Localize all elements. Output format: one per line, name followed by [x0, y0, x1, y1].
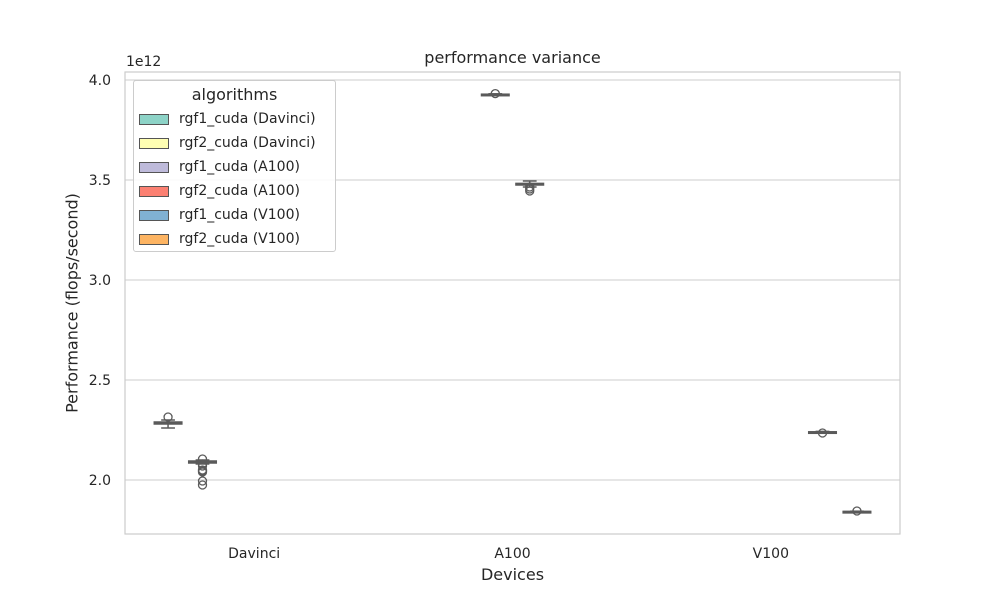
- legend-label: rgf2_cuda (V100): [179, 231, 300, 247]
- legend-swatch: [139, 137, 169, 149]
- legend-swatch: [139, 113, 169, 125]
- plot-frame: [124, 71, 901, 535]
- legend-item: rgf2_cuda (V100): [134, 227, 335, 251]
- outlier-point: [197, 480, 208, 490]
- outlier-point: [852, 506, 862, 516]
- chart-title: performance variance: [424, 48, 601, 67]
- legend-label: rgf1_cuda (A100): [179, 159, 300, 175]
- legend-swatch: [139, 161, 169, 173]
- outlier-point: [490, 88, 500, 99]
- legend-swatch: [139, 185, 169, 197]
- y-axis-offset-label: 1e12: [126, 54, 162, 70]
- x-tick-label: Davinci: [228, 546, 280, 562]
- outlier-point: [197, 454, 208, 464]
- outlier-point: [197, 467, 208, 477]
- legend-label: rgf2_cuda (A100): [179, 183, 300, 199]
- legend-label: rgf1_cuda (V100): [179, 207, 300, 223]
- legend-item: rgf1_cuda (V100): [134, 203, 335, 227]
- legend-swatch: [139, 209, 169, 221]
- x-tick-label: A100: [494, 546, 530, 562]
- legend-item: rgf2_cuda (A100): [134, 179, 335, 203]
- legend-item: rgf2_cuda (Davinci): [134, 131, 335, 155]
- legend-label: rgf1_cuda (Davinci): [179, 111, 316, 127]
- y-tick-label: 3.5: [89, 173, 111, 189]
- legend-label: rgf2_cuda (Davinci): [179, 135, 316, 151]
- outlier-point: [197, 476, 208, 486]
- outlier-point: [525, 186, 535, 196]
- y-tick-label: 3.0: [89, 273, 111, 289]
- x-tick-label: V100: [753, 546, 789, 562]
- legend-item: rgf1_cuda (Davinci): [134, 107, 335, 131]
- legend-item: rgf1_cuda (A100): [134, 155, 335, 179]
- outlier-point: [197, 461, 208, 471]
- x-axis-label: Devices: [480, 565, 545, 584]
- legend-title: algorithms: [191, 85, 278, 104]
- y-axis-label: Performance (flops/second): [62, 193, 82, 413]
- legend-swatch: [139, 233, 169, 245]
- y-tick-label: 2.5: [89, 373, 111, 389]
- y-tick-label: 4.0: [89, 73, 111, 89]
- y-tick-label: 2.0: [89, 473, 111, 489]
- outlier-point: [163, 412, 173, 422]
- outlier-point: [817, 428, 828, 438]
- legend: algorithms rgf1_cuda (Davinci) rgf2_cuda…: [133, 80, 336, 252]
